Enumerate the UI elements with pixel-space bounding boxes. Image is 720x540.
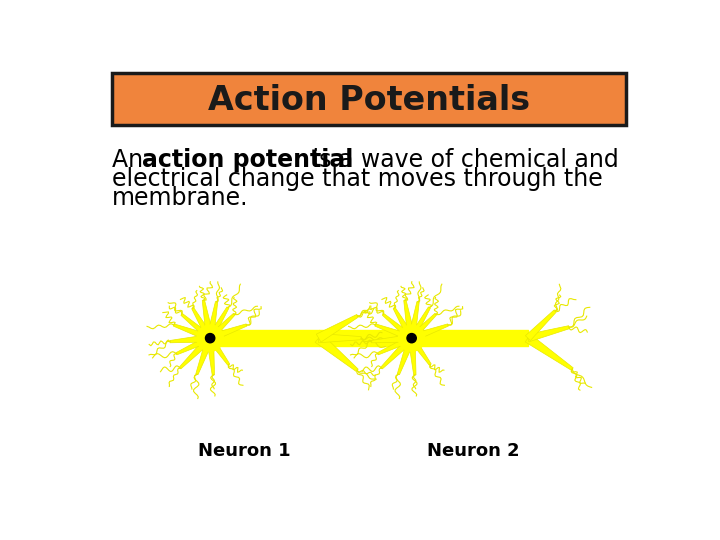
FancyBboxPatch shape: [112, 72, 626, 125]
Polygon shape: [179, 335, 213, 369]
Text: action potential: action potential: [142, 148, 353, 172]
Polygon shape: [319, 334, 361, 343]
Polygon shape: [410, 313, 436, 340]
Polygon shape: [372, 334, 412, 343]
Polygon shape: [404, 300, 415, 339]
Polygon shape: [170, 334, 210, 343]
Polygon shape: [207, 336, 230, 365]
Text: Neuron 2: Neuron 2: [427, 442, 520, 460]
Polygon shape: [181, 314, 212, 341]
Polygon shape: [207, 307, 229, 340]
Polygon shape: [315, 334, 359, 372]
Polygon shape: [393, 308, 415, 340]
Circle shape: [397, 325, 426, 352]
Polygon shape: [381, 335, 415, 369]
Text: is a wave of chemical and: is a wave of chemical and: [305, 148, 619, 172]
Polygon shape: [377, 335, 413, 355]
Polygon shape: [196, 337, 214, 375]
Polygon shape: [527, 326, 570, 342]
Circle shape: [407, 334, 416, 343]
Polygon shape: [192, 308, 213, 340]
Text: Action Potentials: Action Potentials: [208, 84, 530, 118]
Polygon shape: [382, 314, 413, 341]
Polygon shape: [526, 310, 557, 341]
Text: electrical change that moves through the: electrical change that moves through the: [112, 167, 603, 191]
Polygon shape: [316, 314, 359, 342]
Text: membrane.: membrane.: [112, 186, 248, 211]
Polygon shape: [209, 324, 247, 342]
Text: An: An: [112, 148, 150, 172]
Polygon shape: [410, 324, 449, 342]
Polygon shape: [409, 336, 431, 365]
Text: Neuron 1: Neuron 1: [199, 442, 291, 460]
Polygon shape: [408, 301, 419, 339]
Polygon shape: [202, 300, 214, 339]
Circle shape: [196, 325, 224, 352]
Polygon shape: [174, 324, 211, 341]
Polygon shape: [408, 338, 416, 375]
Polygon shape: [375, 324, 413, 341]
Polygon shape: [207, 338, 215, 375]
Polygon shape: [176, 335, 212, 355]
Polygon shape: [409, 307, 431, 340]
Polygon shape: [208, 313, 235, 340]
Polygon shape: [525, 334, 573, 370]
Polygon shape: [207, 301, 217, 339]
Polygon shape: [397, 337, 415, 375]
Circle shape: [205, 334, 215, 343]
